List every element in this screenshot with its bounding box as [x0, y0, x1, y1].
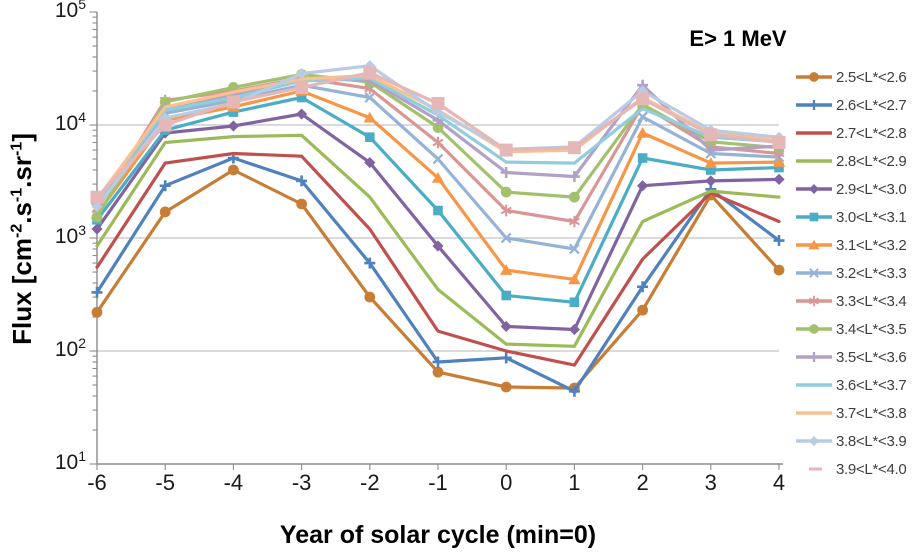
legend-label: 2.9<L*<3.0: [836, 180, 907, 198]
legend-label: 3.5<L*<3.6: [836, 348, 907, 366]
legend-item: 3.2<L*<3.3: [794, 259, 920, 287]
legend-label: 2.8<L*<2.9: [836, 152, 907, 170]
x-tick-label: 3: [704, 470, 717, 495]
legend-item: 3.7<L*<3.8: [794, 399, 920, 427]
series-line: [95, 168, 781, 390]
legend-glyph-icon: [796, 411, 832, 415]
legend-item: 3.6<L*<3.7: [794, 371, 920, 399]
y-tick-label: 104: [54, 109, 86, 135]
legend-glyph-icon: [796, 100, 832, 110]
legend-item: 2.6<L*<2.7: [794, 91, 920, 119]
y-tick-label: 103: [54, 222, 86, 248]
x-tick-label: -1: [428, 470, 448, 495]
legend-glyph-icon: [796, 159, 832, 163]
legend-label: 3.1<L*<3.2: [836, 236, 907, 254]
x-tick-label: 1: [568, 470, 581, 495]
legend-item: 2.5<L*<2.6: [794, 63, 920, 91]
x-tick-label: 0: [500, 470, 513, 495]
x-tick-label: -6: [87, 470, 107, 495]
legend-glyph-icon: [796, 295, 832, 307]
series-line: [95, 133, 781, 348]
legend-label: 3.7<L*<3.8: [836, 404, 907, 422]
y-tick-label: 105: [54, 0, 86, 22]
energy-annotation: E> 1 MeV: [689, 26, 787, 51]
legend-glyph-icon: [809, 467, 822, 471]
legend-label: 3.2<L*<3.3: [836, 264, 907, 282]
series-line: [95, 151, 781, 367]
legend-item: 3.4<L*<3.5: [794, 315, 920, 343]
legend-label: 3.9<L*<4.0: [836, 460, 907, 478]
legend-label: 2.6<L*<2.7: [836, 96, 907, 114]
legend-glyph-icon: [796, 183, 832, 195]
x-tick-label: -4: [223, 470, 244, 495]
legend-glyph-icon: [796, 352, 832, 362]
legend-item: 2.8<L*<2.9: [794, 147, 920, 175]
legend-glyph-icon: [796, 435, 832, 447]
legend-item: 2.9<L*<3.0: [794, 175, 920, 203]
y-tick-label: 102: [54, 335, 86, 361]
legend-label: 3.6<L*<3.7: [836, 376, 907, 394]
y-tick-label: 101: [54, 448, 86, 474]
legend-glyph-icon: [796, 324, 832, 334]
legend-label: 3.8<L*<3.9: [836, 432, 907, 450]
chart-legend: 2.5<L*<2.6 2.6<L*<2.7 2.7<L*<2.8 2.8<L*<2.9…: [794, 63, 920, 483]
legend-item: 2.7<L*<2.8: [794, 119, 920, 147]
legend-label: 3.4<L*<3.5: [836, 320, 907, 338]
legend-label: 3.3<L*<3.4: [836, 292, 907, 310]
legend-glyph-icon: [796, 383, 832, 387]
x-tick-label: -3: [291, 470, 312, 495]
x-tick-label: 4: [772, 470, 786, 495]
legend-item: 3.1<L*<3.2: [794, 231, 920, 259]
legend-glyph-icon: [796, 72, 832, 82]
legend-glyph-icon: [796, 268, 832, 278]
legend-item: 3.5<L*<3.6: [794, 343, 920, 371]
legend-item: 3.0<L*<3.1: [794, 203, 920, 231]
x-tick-label: -5: [155, 470, 175, 495]
series-line: [95, 156, 781, 393]
x-axis-label: Year of solar cycle (min=0): [279, 521, 597, 549]
legend-label: 2.7<L*<2.8: [836, 124, 907, 142]
legend-glyph-icon: [796, 212, 832, 222]
legend-glyph-icon: [796, 239, 832, 250]
x-tick-label: -2: [360, 470, 380, 495]
legend-item: 3.3<L*<3.4: [794, 287, 920, 315]
legend-item: 3.9<L*<4.0: [794, 455, 920, 483]
legend-glyph-icon: [796, 131, 832, 135]
legend-item: 3.8<L*<3.9: [794, 427, 920, 455]
x-tick-label: 2: [636, 470, 649, 495]
legend-label: 3.0<L*<3.1: [836, 208, 907, 226]
legend-label: 2.5<L*<2.6: [836, 68, 907, 86]
